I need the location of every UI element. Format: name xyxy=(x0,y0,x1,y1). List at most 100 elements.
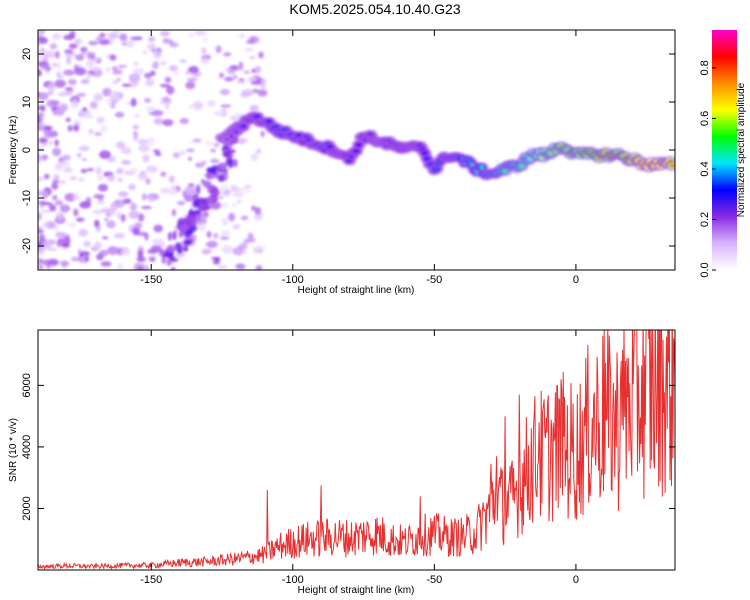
heatmap-cell xyxy=(195,184,201,194)
heatmap-cell xyxy=(78,228,89,237)
heatmap-cell xyxy=(185,71,190,75)
y-tick-label: 4000 xyxy=(21,435,33,459)
heatmap-cell xyxy=(80,168,88,174)
heatmap-cell xyxy=(79,201,92,209)
heatmap-cell xyxy=(223,52,232,57)
heatmap-cell xyxy=(46,99,58,108)
heatmap-cell xyxy=(106,98,112,106)
heatmap-cell xyxy=(38,265,44,270)
heatmap-cell xyxy=(213,142,220,148)
heatmap-cell xyxy=(166,252,175,258)
heatmap-cell xyxy=(117,64,127,69)
colorbar-tick-label: 0.4 xyxy=(699,161,711,176)
heatmap-cell xyxy=(68,43,78,49)
heatmap-cell xyxy=(38,225,42,230)
heatmap-cell xyxy=(203,36,209,43)
heatmap-cell xyxy=(228,158,234,169)
heatmap-cell xyxy=(38,200,48,205)
heatmap-cell xyxy=(57,61,62,70)
heatmap-cell xyxy=(113,232,125,239)
heatmap-cell xyxy=(142,154,150,163)
heatmap-cell xyxy=(38,69,42,77)
heatmap-cell xyxy=(159,83,170,88)
x-tick-label: -50 xyxy=(426,274,442,286)
heatmap-cell xyxy=(137,250,144,258)
heatmap-cell xyxy=(116,263,124,270)
heatmap-cell xyxy=(96,176,104,181)
heatmap-cell xyxy=(169,42,179,48)
heatmap-cell xyxy=(184,186,197,194)
heatmap-cell xyxy=(185,81,196,90)
heatmap-cell xyxy=(201,47,207,54)
heatmap-cell xyxy=(69,30,76,39)
heatmap-cell xyxy=(215,45,222,54)
heatmap-cell xyxy=(95,35,102,42)
heatmap-cell xyxy=(256,148,262,154)
heatmap-cell xyxy=(41,259,54,266)
heatmap-cell xyxy=(254,207,262,215)
heatmap-cell xyxy=(232,223,241,230)
heatmap-cell xyxy=(89,66,102,71)
heatmap-cell xyxy=(86,168,95,172)
heatmap-cell xyxy=(99,150,111,159)
heatmap-cell xyxy=(85,60,95,68)
heatmap-cell xyxy=(170,266,176,270)
heatmap-cell xyxy=(73,208,79,217)
heatmap-cell xyxy=(232,247,244,256)
heatmap-cell xyxy=(159,61,168,65)
heatmap-cell xyxy=(252,245,262,254)
heatmap-cell xyxy=(67,78,77,86)
x-tick-label: 0 xyxy=(573,574,579,586)
heatmap-cell xyxy=(246,76,257,83)
heatmap-cell xyxy=(143,98,152,103)
heatmap-cell xyxy=(100,207,112,213)
heatmap-cell xyxy=(55,50,60,59)
heatmap-cell xyxy=(192,193,199,202)
heatmap-cell xyxy=(132,227,140,236)
heatmap-cell xyxy=(210,148,217,153)
heatmap-cell xyxy=(166,258,172,266)
heatmap-cell xyxy=(226,148,236,154)
heatmap-cell xyxy=(235,263,246,270)
heatmap-cell xyxy=(128,183,136,191)
heatmap-cell xyxy=(182,245,189,252)
heatmap-cell xyxy=(49,43,58,50)
heatmap-cell xyxy=(70,256,80,262)
heatmap-cell xyxy=(188,104,197,109)
x-tick-label: 0 xyxy=(573,274,579,286)
colorbar-tick-label: 0.8 xyxy=(699,60,711,75)
heatmap-cell xyxy=(84,256,90,262)
heatmap-cell xyxy=(38,228,44,234)
heatmap-cell xyxy=(158,250,164,255)
heatmap-cell xyxy=(59,204,71,213)
heatmap-cell xyxy=(184,214,194,224)
x-tick-label: -150 xyxy=(140,574,162,586)
heatmap-cell xyxy=(159,187,170,195)
snr-x-ticks: -150 -100 -50 0 xyxy=(140,330,579,586)
spectrogram-y-ticks: -20 -10 0 10 20 xyxy=(21,48,675,254)
heatmap-cell xyxy=(54,200,64,206)
heatmap-cell xyxy=(137,231,148,237)
heatmap-cell xyxy=(94,241,102,250)
heatmap-cell xyxy=(232,202,237,208)
heatmap-cell xyxy=(247,232,254,240)
heatmap-cell xyxy=(107,174,116,182)
heatmap-cell xyxy=(146,42,156,51)
heatmap-cell xyxy=(194,209,199,214)
heatmap-cell xyxy=(197,197,206,205)
heatmap-cell xyxy=(249,56,256,60)
heatmap-cell xyxy=(220,188,225,197)
heatmap-cell xyxy=(218,72,224,79)
heatmap-cell xyxy=(160,171,167,177)
heatmap-cell xyxy=(67,124,73,132)
heatmap-cell xyxy=(257,89,268,97)
colorbar-tick-label: 0.2 xyxy=(699,212,711,227)
heatmap-cell xyxy=(59,103,68,112)
heatmap-cell xyxy=(74,38,82,46)
heatmap-cell xyxy=(188,65,199,74)
heatmap-cell xyxy=(94,132,102,137)
heatmap-cell xyxy=(69,176,77,180)
heatmap-cell xyxy=(179,59,187,64)
heatmap-cell xyxy=(241,89,254,97)
heatmap-cell xyxy=(40,104,46,112)
